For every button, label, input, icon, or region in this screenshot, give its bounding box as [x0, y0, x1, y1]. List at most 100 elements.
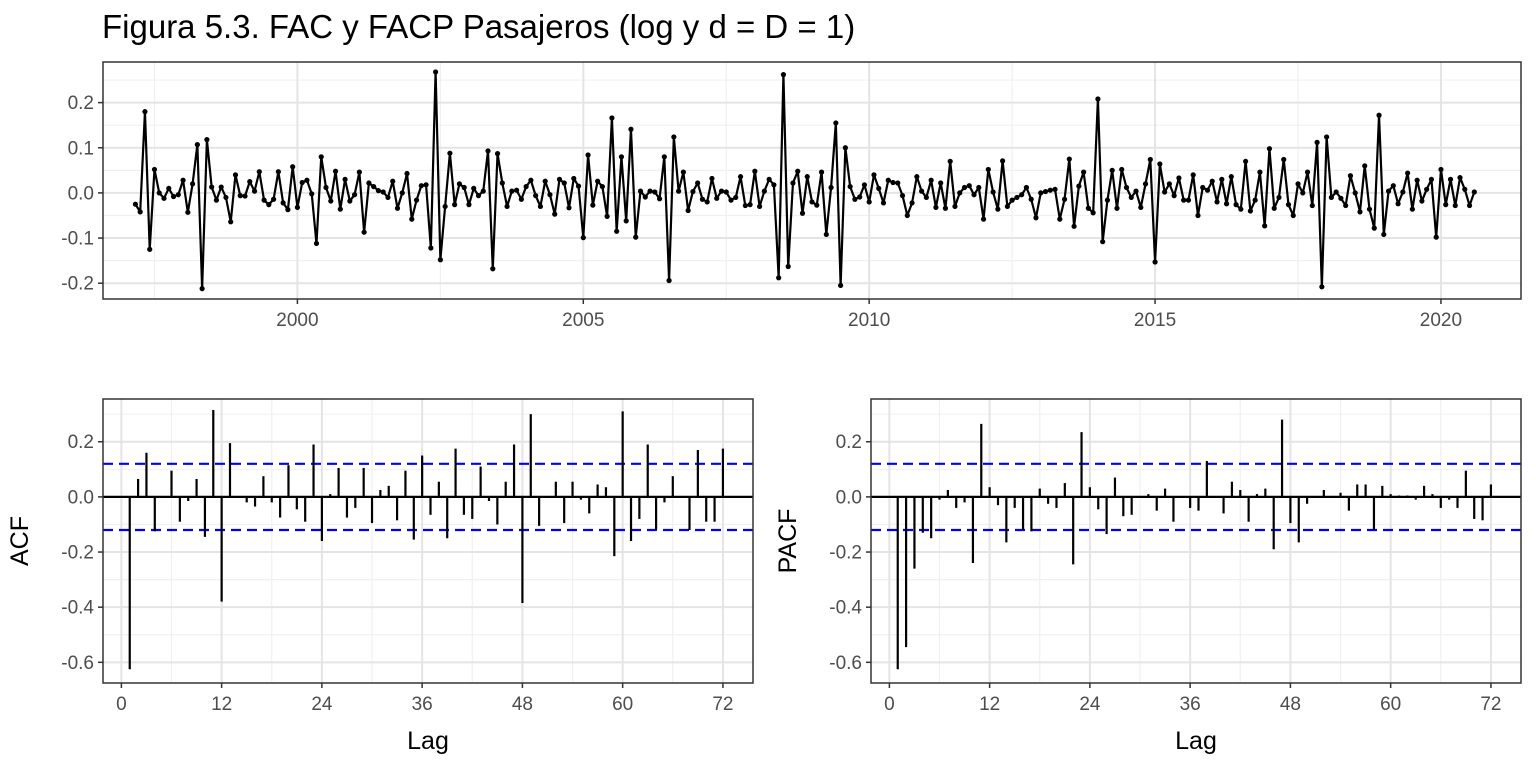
- x-tick-label: 48: [1280, 694, 1301, 715]
- data-point: [1300, 190, 1306, 196]
- data-point: [1042, 188, 1049, 195]
- data-point: [1023, 184, 1030, 191]
- data-point: [1328, 194, 1334, 201]
- data-point: [1123, 184, 1130, 191]
- data-point: [933, 204, 939, 210]
- data-point: [490, 266, 496, 272]
- x-tick-label: 2010: [848, 310, 890, 331]
- data-point: [733, 194, 739, 201]
- x-tick-label: 72: [1480, 694, 1501, 715]
- data-point: [237, 193, 243, 199]
- data-point: [132, 201, 139, 207]
- data-point: [614, 228, 620, 234]
- data-point: [332, 168, 339, 174]
- data-point: [1057, 216, 1063, 222]
- plot-background: [871, 399, 1521, 683]
- data-point: [976, 184, 982, 191]
- data-point: [814, 202, 820, 208]
- data-point: [595, 178, 601, 184]
- data-point: [1052, 186, 1058, 192]
- data-point: [1066, 156, 1072, 162]
- data-point: [628, 126, 634, 132]
- data-point: [1090, 210, 1096, 216]
- data-point: [394, 205, 401, 211]
- data-point: [1047, 187, 1053, 193]
- data-point: [485, 148, 491, 154]
- data-point: [566, 205, 572, 211]
- data-point: [890, 179, 896, 186]
- data-point: [285, 207, 291, 213]
- data-point: [861, 182, 868, 188]
- data-point: [647, 188, 653, 194]
- x-tick-label: 24: [1079, 694, 1101, 715]
- data-point: [656, 196, 663, 202]
- data-point: [1333, 189, 1339, 195]
- y-tick-label: 0.0: [836, 487, 862, 508]
- data-point: [1466, 202, 1473, 209]
- y-tick-label: 0.0: [68, 183, 94, 204]
- data-point: [1142, 181, 1149, 187]
- data-point: [790, 180, 796, 186]
- data-point: [380, 189, 386, 195]
- data-point: [1000, 158, 1006, 164]
- data-point: [637, 188, 644, 194]
- data-point: [699, 196, 706, 202]
- data-point: [199, 286, 205, 292]
- data-point: [676, 188, 682, 194]
- data-point: [418, 183, 424, 189]
- y-tick-label: 0.2: [68, 432, 94, 453]
- data-point: [433, 69, 439, 75]
- data-point: [652, 189, 658, 195]
- data-point: [323, 184, 329, 191]
- data-point: [194, 142, 200, 148]
- data-point: [828, 184, 834, 191]
- data-point: [1004, 203, 1010, 210]
- data-point: [242, 193, 248, 199]
- data-point: [766, 176, 772, 182]
- data-point: [1085, 205, 1091, 211]
- data-point: [1247, 208, 1253, 214]
- data-point: [880, 200, 887, 206]
- data-point: [771, 182, 777, 188]
- data-point: [509, 188, 515, 194]
- data-point: [1362, 163, 1368, 169]
- data-point: [161, 195, 167, 201]
- y-tick-label: -0.6: [61, 653, 94, 674]
- data-point: [1190, 172, 1196, 178]
- panel-border: [102, 61, 1522, 300]
- y-tick-label: -0.4: [61, 598, 94, 619]
- data-point: [1219, 176, 1225, 182]
- data-point: [1171, 193, 1177, 199]
- data-point: [1304, 169, 1311, 175]
- data-point: [1157, 161, 1163, 167]
- data-point: [1447, 176, 1454, 182]
- data-point: [809, 199, 815, 205]
- data-point: [1204, 187, 1211, 193]
- data-point: [1314, 139, 1320, 145]
- data-point: [1266, 146, 1273, 152]
- y-tick-label: 0.2: [836, 432, 862, 453]
- data-point: [261, 197, 267, 203]
- data-point: [1271, 205, 1277, 211]
- data-point: [1061, 196, 1068, 202]
- data-point: [1176, 175, 1182, 181]
- data-point: [1252, 197, 1258, 203]
- data-point: [213, 197, 220, 203]
- data-point: [552, 211, 558, 217]
- data-point: [514, 187, 520, 193]
- data-point: [494, 151, 501, 157]
- data-point: [571, 175, 577, 182]
- data-point: [1095, 96, 1101, 102]
- data-point: [757, 203, 763, 210]
- data-point: [204, 137, 210, 143]
- data-point: [575, 183, 582, 189]
- data-point: [747, 202, 753, 208]
- data-point: [366, 180, 372, 186]
- data-point: [1414, 177, 1420, 183]
- data-point: [142, 109, 148, 115]
- data-point: [1290, 212, 1296, 219]
- data-point: [1228, 174, 1234, 180]
- data-point: [919, 188, 925, 194]
- data-point: [1309, 202, 1315, 209]
